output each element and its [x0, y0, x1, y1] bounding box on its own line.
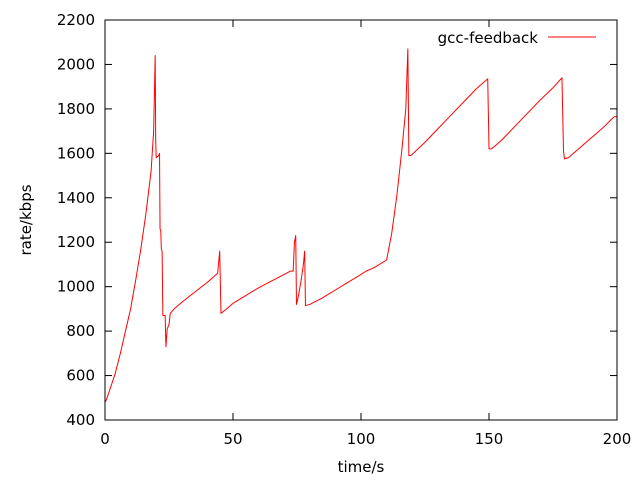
series-lines [104, 48, 617, 403]
y-tick-label: 1600 [57, 144, 95, 162]
legend: gcc-feedback [438, 29, 596, 47]
y-tick-label: 400 [66, 411, 95, 429]
x-tick-label: 150 [475, 430, 504, 448]
x-tick-label: 200 [603, 430, 632, 448]
y-tick-label: 1000 [57, 278, 95, 296]
x-tick-label: 100 [347, 430, 376, 448]
x-tick-label: 0 [100, 430, 110, 448]
y-tick-label: 600 [66, 367, 95, 385]
y-axis-label: rate/kbps [17, 184, 35, 255]
y-tick-label: 1200 [57, 233, 95, 251]
y-tick-label: 2000 [57, 55, 95, 73]
x-tick-label: 50 [223, 430, 242, 448]
plot-frame [104, 19, 618, 421]
y-tick-label: 800 [66, 322, 95, 340]
series-line [104, 48, 617, 403]
y-tick-label: 1800 [57, 100, 95, 118]
legend-label: gcc-feedback [438, 29, 539, 47]
x-axis-label: time/s [338, 458, 385, 476]
x-axis-ticks: 0 50 100 150 200 [100, 20, 631, 448]
y-axis-ticks: 400 600 800 1000 1200 1400 1600 1800 2000 2200 [57, 11, 617, 429]
y-tick-label: 2200 [57, 11, 95, 29]
y-tick-label: 1400 [57, 189, 95, 207]
